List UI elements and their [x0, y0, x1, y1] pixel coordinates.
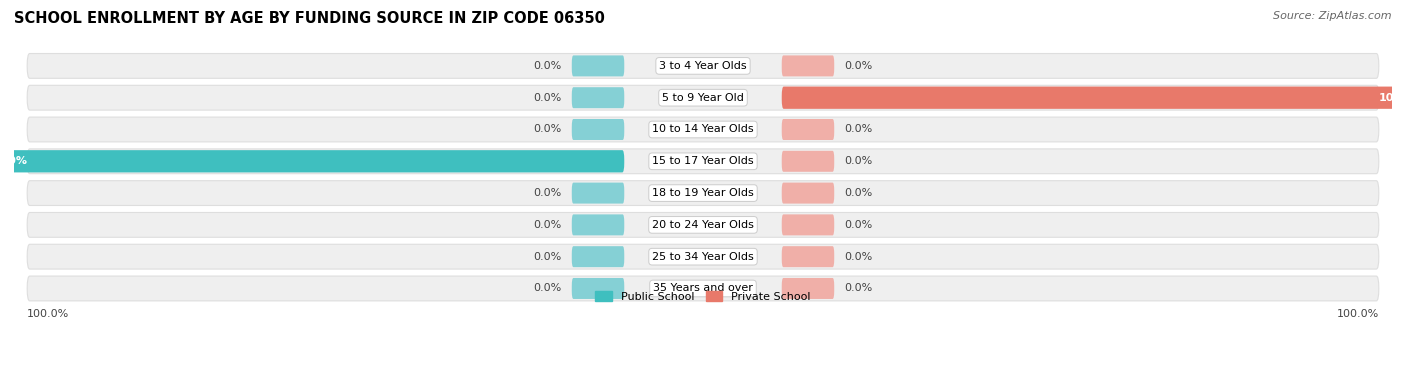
Legend: Public School, Private School: Public School, Private School — [591, 287, 815, 306]
Text: 0.0%: 0.0% — [534, 188, 562, 198]
FancyBboxPatch shape — [572, 87, 624, 108]
Text: 3 to 4 Year Olds: 3 to 4 Year Olds — [659, 61, 747, 71]
Text: 0.0%: 0.0% — [844, 220, 872, 230]
Text: 15 to 17 Year Olds: 15 to 17 Year Olds — [652, 156, 754, 166]
FancyBboxPatch shape — [27, 54, 1379, 78]
FancyBboxPatch shape — [572, 278, 624, 299]
Text: 5 to 9 Year Old: 5 to 9 Year Old — [662, 93, 744, 103]
Text: 0.0%: 0.0% — [534, 252, 562, 262]
Text: 0.0%: 0.0% — [844, 156, 872, 166]
Text: 0.0%: 0.0% — [844, 284, 872, 293]
FancyBboxPatch shape — [782, 55, 834, 77]
FancyBboxPatch shape — [27, 181, 1379, 205]
FancyBboxPatch shape — [782, 182, 834, 204]
FancyBboxPatch shape — [27, 117, 1379, 142]
FancyBboxPatch shape — [27, 85, 1379, 110]
FancyBboxPatch shape — [27, 244, 1379, 269]
FancyBboxPatch shape — [782, 278, 834, 299]
Text: 18 to 19 Year Olds: 18 to 19 Year Olds — [652, 188, 754, 198]
FancyBboxPatch shape — [572, 55, 624, 77]
FancyBboxPatch shape — [782, 246, 834, 267]
Text: 100.0%: 100.0% — [0, 156, 27, 166]
Text: 20 to 24 Year Olds: 20 to 24 Year Olds — [652, 220, 754, 230]
FancyBboxPatch shape — [572, 215, 624, 235]
FancyBboxPatch shape — [782, 87, 1406, 109]
Text: SCHOOL ENROLLMENT BY AGE BY FUNDING SOURCE IN ZIP CODE 06350: SCHOOL ENROLLMENT BY AGE BY FUNDING SOUR… — [14, 11, 605, 26]
Text: 100.0%: 100.0% — [1337, 309, 1379, 319]
Text: 10 to 14 Year Olds: 10 to 14 Year Olds — [652, 124, 754, 135]
FancyBboxPatch shape — [0, 150, 624, 172]
FancyBboxPatch shape — [572, 246, 624, 267]
Text: 0.0%: 0.0% — [534, 284, 562, 293]
FancyBboxPatch shape — [782, 215, 834, 235]
Text: 35 Years and over: 35 Years and over — [652, 284, 754, 293]
Text: 0.0%: 0.0% — [844, 252, 872, 262]
Text: 0.0%: 0.0% — [844, 61, 872, 71]
Text: 25 to 34 Year Olds: 25 to 34 Year Olds — [652, 252, 754, 262]
Text: 0.0%: 0.0% — [534, 93, 562, 103]
FancyBboxPatch shape — [782, 151, 834, 172]
Text: 0.0%: 0.0% — [534, 61, 562, 71]
Text: 100.0%: 100.0% — [27, 309, 69, 319]
Text: 0.0%: 0.0% — [534, 220, 562, 230]
FancyBboxPatch shape — [782, 119, 834, 140]
FancyBboxPatch shape — [572, 119, 624, 140]
Text: 0.0%: 0.0% — [844, 188, 872, 198]
FancyBboxPatch shape — [27, 149, 1379, 174]
FancyBboxPatch shape — [27, 213, 1379, 237]
Text: 0.0%: 0.0% — [534, 124, 562, 135]
FancyBboxPatch shape — [572, 182, 624, 204]
Text: 100.0%: 100.0% — [1379, 93, 1406, 103]
Text: 0.0%: 0.0% — [844, 124, 872, 135]
FancyBboxPatch shape — [27, 276, 1379, 301]
Text: Source: ZipAtlas.com: Source: ZipAtlas.com — [1274, 11, 1392, 21]
